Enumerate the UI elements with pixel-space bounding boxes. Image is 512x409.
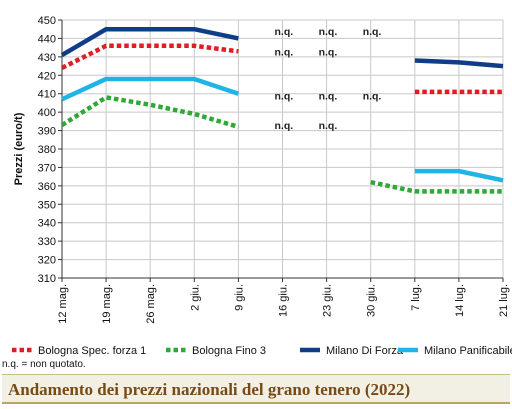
nq-annotation: n.q. [319,46,338,58]
y-tick-label: 450 [38,15,56,27]
series-segment [370,179,503,194]
legend-label: Milano Panificabile [424,345,512,357]
nq-annotation: n.q. [275,26,294,38]
nq-annotation: n.q. [363,91,382,103]
y-tick-label: 430 [38,52,56,64]
y-tick-label: 350 [38,199,56,211]
nq-annotation: n.q. [319,26,338,38]
y-tick-label: 420 [38,70,56,82]
nq-annotation: n.q. [319,120,338,132]
nq-annotation: n.q. [275,120,294,132]
y-tick-label: 390 [38,126,56,138]
x-tick-label: 7 lug. [410,284,422,311]
y-tick-label: 360 [38,181,56,193]
legend-label: Bologna Spec. forza 1 [38,345,146,357]
series-layer [60,26,504,194]
y-tick-label: 320 [38,255,56,267]
nq-annotation: n.q. [363,26,382,38]
x-tick-label: 19 mag. [101,284,113,324]
x-tick-label: 16 giu. [278,284,290,317]
y-tick-label: 330 [38,236,56,248]
axis-layer: 310 320 330 340 350 360 370 380 390 400 410 420 430 4… [13,15,510,324]
series-line [60,95,503,194]
x-tick-label: 2 giu. [189,284,201,311]
x-tick-label: 23 giu. [322,284,334,317]
y-tick-label: 410 [38,89,56,101]
legend-label: Milano Di Forza [326,345,404,357]
series-segment [414,168,504,183]
series-line [61,76,504,183]
series-line [60,26,504,69]
annotation-layer: n.q. n.q. n.q. n.q. n.q. n.q. n.q. n.q. n.q. n.q. [275,26,382,132]
y-tick-label: 370 [38,162,56,174]
legend-label: Bologna Fino 3 [192,345,266,357]
legend: Bologna Spec. forza 1 Bologna Fino 3 Milan… [12,345,512,357]
y-tick-label: 310 [38,273,56,285]
nq-annotation: n.q. [275,91,294,103]
y-tick-label: 340 [38,218,56,230]
series-segment [61,76,240,102]
series-segment [414,58,504,69]
nq-annotation: n.q. [319,91,338,103]
x-tick-label: 30 giu. [366,284,378,317]
footer-title-bar: Andamento dei prezzi nazionali del grano… [2,374,510,404]
y-tick-label: 440 [38,33,56,45]
x-tick-label: 12 mag. [57,284,69,324]
x-tick-label: 14 lug. [454,284,466,317]
y-tick-label: 380 [38,144,56,156]
nq-annotation: n.q. [275,46,294,58]
x-tick-label: 9 giu. [233,284,245,311]
y-tick-label: 400 [38,107,56,119]
x-tick-label: 21 lug. [498,284,510,317]
x-tick-label: 26 mag. [145,284,157,324]
grid-layer [61,19,504,279]
y-axis-title: Prezzi (euro/t) [13,112,25,185]
series-line [60,43,503,95]
series-segment [60,43,239,70]
note-text: n.q. = non quotato. [2,359,86,370]
footer-title: Andamento dei prezzi nazionali del grano… [8,380,411,399]
series-segment [60,26,239,57]
